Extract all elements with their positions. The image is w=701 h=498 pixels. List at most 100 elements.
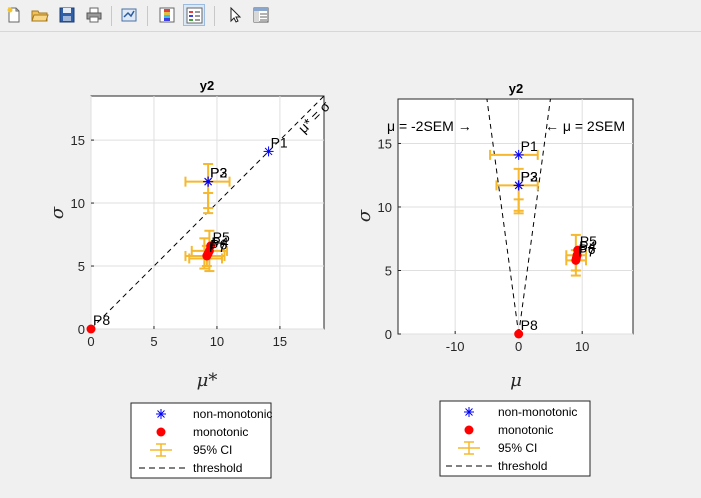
asterisk-stroke	[264, 147, 273, 156]
monotonic-point	[206, 241, 216, 251]
point-label: P1	[271, 134, 288, 150]
x-tick-label: 10	[575, 339, 589, 354]
legend-entry-monotonic: monotonic	[464, 423, 553, 437]
property-inspector-icon[interactable]	[250, 4, 272, 26]
legend-label: 95% CI	[498, 441, 537, 455]
right-annotation-minus-2sem: μ = -2SEM →	[387, 118, 472, 134]
left-legend-box	[130, 402, 272, 479]
point-label: P7	[578, 243, 595, 259]
legend-entry-non-monotonic: non-monotonic	[464, 405, 577, 419]
left-axes-xlabel: μ*	[197, 370, 218, 391]
threshold-line	[518, 98, 551, 335]
x-tick-label: 5	[150, 334, 157, 349]
save-figure-icon[interactable]	[56, 4, 78, 26]
colorbar-icon[interactable]	[156, 4, 178, 26]
toolbar-separator	[147, 6, 148, 26]
open-file-icon[interactable]	[29, 4, 51, 26]
ci-errorbar	[513, 198, 524, 212]
edit-plot-icon[interactable]	[224, 4, 246, 26]
point-label: P5	[213, 229, 230, 245]
y-tick-label: 15	[378, 136, 392, 151]
point-label: P2	[521, 168, 538, 184]
y-tick-label: 0	[385, 327, 392, 342]
non-monotonic-point	[513, 180, 524, 191]
right-annotation-plus-2sem: ← μ = 2SEM	[545, 118, 625, 134]
legend-label: threshold	[193, 461, 242, 475]
right-axes-ticks: -10 0 10 0 5 10 15	[378, 136, 590, 354]
y-tick-label: 5	[385, 263, 392, 278]
left-legend[interactable]: non-monotonic monotonic 95% CI threshold	[130, 402, 272, 479]
link-plot-icon[interactable]	[118, 4, 140, 26]
legend-entry-ci: 95% CI	[150, 443, 232, 457]
monotonic-point	[86, 324, 96, 334]
point-label: P8	[93, 312, 110, 328]
legend-label: threshold	[498, 459, 547, 473]
right-axes-title: y2	[509, 81, 523, 96]
point-label: P4	[211, 234, 228, 250]
point-label: P2	[210, 165, 227, 181]
right-axes-frame	[397, 98, 634, 335]
new-figure-icon[interactable]	[3, 4, 25, 26]
point-label: P8	[521, 317, 538, 333]
y-tick-label: 15	[71, 133, 85, 148]
left-axes-ticks: 0 5 10 15 0 5 10 15	[71, 133, 288, 349]
point-label: P3	[521, 168, 538, 184]
threshold-line	[486, 98, 520, 335]
legend-entry-threshold: threshold	[139, 461, 242, 475]
y-tick-label: 10	[71, 196, 85, 211]
errorbar-marker-icon	[150, 443, 172, 457]
asterisk-marker-icon	[464, 407, 474, 417]
y-tick-label: 0	[78, 322, 85, 337]
left-axes-ylabel: σ	[47, 206, 68, 219]
x-tick-label: 0	[515, 339, 522, 354]
x-tick-label: 15	[273, 334, 287, 349]
x-tick-label: 10	[210, 334, 224, 349]
ci-errorbar	[203, 191, 214, 210]
legend-entry-threshold: threshold	[446, 459, 547, 473]
point-label: P6	[578, 241, 595, 257]
non-monotonic-point	[513, 149, 524, 160]
y-tick-label: 5	[78, 259, 85, 274]
point-label: P5	[580, 233, 597, 249]
asterisk-stroke	[514, 181, 523, 190]
legend-label: monotonic	[498, 423, 553, 437]
right-legend[interactable]: non-monotonic monotonic 95% CI threshold	[439, 400, 591, 477]
monotonic-point	[202, 251, 212, 261]
point-label: P6	[210, 236, 227, 252]
monotonic-point	[573, 245, 583, 255]
legend-entry-ci: 95% CI	[458, 441, 537, 455]
point-label: P1	[521, 138, 538, 154]
right-axes-xlabel: μ	[510, 370, 522, 391]
x-tick-label: -10	[446, 339, 465, 354]
print-figure-icon[interactable]	[83, 4, 105, 26]
non-monotonic-point	[263, 146, 274, 157]
point-label: P3	[210, 165, 227, 181]
monotonic-point	[571, 255, 581, 265]
point-label: P4	[579, 238, 596, 254]
point-label: P7	[209, 239, 226, 255]
legend-label: non-monotonic	[498, 405, 577, 419]
toolbar-separator	[111, 6, 112, 26]
monotonic-point	[514, 329, 524, 339]
legend-icon[interactable]	[183, 4, 205, 26]
right-legend-box	[439, 400, 591, 477]
y-tick-label: 10	[378, 200, 392, 215]
asterisk-stroke	[514, 151, 523, 159]
asterisk-marker-icon	[156, 409, 166, 419]
left-axes-title: y2	[200, 78, 214, 93]
legend-entry-monotonic: monotonic	[156, 425, 248, 439]
errorbar-marker-icon	[458, 441, 480, 455]
figure-canvas: 0 5 10 15 0 5 10 15 P1 P2 P3 P4 P5 P6 P7 P8 y2 μ* σ μ*…	[0, 32, 701, 498]
figure-toolbar	[0, 0, 701, 32]
non-monotonic-point	[203, 176, 214, 187]
legend-entry-non-monotonic: non-monotonic	[156, 407, 272, 421]
asterisk-stroke	[204, 177, 212, 186]
legend-label: monotonic	[193, 425, 248, 439]
legend-label: 95% CI	[193, 443, 232, 457]
x-tick-label: 0	[87, 334, 94, 349]
